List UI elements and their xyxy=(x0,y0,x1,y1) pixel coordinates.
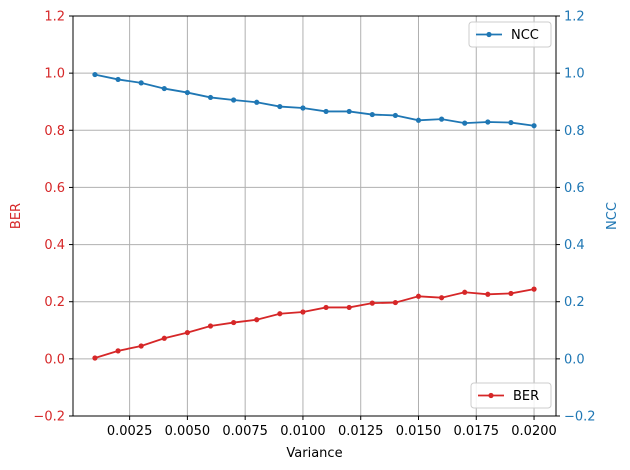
x-tick-label: 0.0050 xyxy=(165,424,211,439)
ncc-data-point xyxy=(138,80,144,86)
x-axis-label: Variance xyxy=(286,446,342,461)
right-y-tick-label: −0.2 xyxy=(564,410,596,425)
left-y-tick-label: −0.2 xyxy=(33,410,65,425)
right-y-tick-label: 0.6 xyxy=(564,181,585,196)
ber-data-point xyxy=(115,348,121,354)
ber-data-point xyxy=(92,355,98,361)
ncc-series-line xyxy=(94,73,535,127)
ncc-data-point xyxy=(231,97,237,103)
right-y-tick-label: 0.2 xyxy=(564,295,585,310)
ncc-data-point xyxy=(439,116,445,122)
legend-ber-label: BER xyxy=(513,389,539,404)
left-y-tick-label: 0.0 xyxy=(44,352,65,367)
ber-data-point xyxy=(184,329,190,336)
ncc-data-point xyxy=(415,117,422,123)
ncc-data-point xyxy=(346,108,352,115)
ber-data-point xyxy=(300,309,306,315)
left-y-tick-label: 0.6 xyxy=(44,181,65,196)
axes: 0.0025 0.0050 0.0075 0.0100 0.0125 0.0150 0.01… xyxy=(33,10,595,440)
ber-data-point xyxy=(277,311,283,317)
right-y-tick-label: 1.2 xyxy=(564,10,585,25)
legend-ncc-box xyxy=(468,21,552,48)
ber-data-point xyxy=(207,323,214,329)
ber-data-point xyxy=(254,317,260,323)
x-tick-label: 0.0100 xyxy=(280,424,326,439)
legend-ber-box xyxy=(470,382,552,409)
ncc-data-point xyxy=(369,111,375,118)
legend-ncc-swatch-marker xyxy=(486,31,492,38)
legend-ber-swatch-marker xyxy=(488,392,494,399)
ncc-data-point xyxy=(462,120,468,126)
ncc-data-point xyxy=(115,76,121,83)
ber-data-point xyxy=(161,335,167,341)
ber-data-point xyxy=(323,304,329,311)
x-tick-label: 0.0200 xyxy=(511,424,557,439)
right-y-tick-label: 1.0 xyxy=(564,67,585,82)
right-y-tick-label: 0.8 xyxy=(564,124,585,139)
ber-series-line xyxy=(94,288,535,359)
ber-data-point xyxy=(508,290,514,297)
right-y-tick-label: 0.0 xyxy=(564,352,585,367)
left-y-tick-label: 1.0 xyxy=(44,67,65,82)
right-y-tick-label: 0.4 xyxy=(564,238,585,253)
ber-data-point xyxy=(462,289,468,295)
ncc-data-point xyxy=(392,112,398,119)
ber-data-point xyxy=(531,286,537,292)
ncc-data-point xyxy=(161,85,167,92)
left-y-tick-label: 0.4 xyxy=(44,238,65,253)
ber-data-point xyxy=(415,293,422,299)
plot-frame xyxy=(72,15,557,417)
ber-data-point xyxy=(439,295,445,301)
ncc-data-point xyxy=(277,103,283,110)
ber-data-point xyxy=(346,304,352,311)
ncc-data-point xyxy=(323,108,329,115)
ncc-data-point xyxy=(300,105,306,111)
right-y-axis-label: NCC xyxy=(605,202,620,230)
ber-data-point xyxy=(369,300,375,306)
ncc-data-point xyxy=(207,94,214,101)
ncc-data-point xyxy=(531,123,537,129)
ber-data-point xyxy=(138,343,144,349)
ncc-data-point xyxy=(508,119,514,126)
x-tick-label: 0.0175 xyxy=(454,424,500,439)
x-tick-label: 0.0150 xyxy=(396,424,442,439)
legend-ber: BER xyxy=(470,382,552,409)
left-y-tick-label: 0.8 xyxy=(44,124,65,139)
legend-ncc-label: NCC xyxy=(511,28,539,43)
ncc-data-point xyxy=(485,119,491,125)
series-layer xyxy=(92,71,537,361)
ncc-data-point xyxy=(254,99,260,105)
ber-data-point xyxy=(392,299,398,306)
ber-data-point xyxy=(231,319,237,326)
x-tick-label: 0.0075 xyxy=(222,424,268,439)
x-tick-label: 0.0125 xyxy=(338,424,384,439)
left-y-tick-label: 1.2 xyxy=(44,10,65,25)
legend-ncc: NCC xyxy=(468,21,552,48)
ncc-data-point xyxy=(92,71,98,78)
ber-data-point xyxy=(485,291,491,297)
ncc-data-point xyxy=(184,89,190,96)
x-tick-label: 0.0025 xyxy=(107,424,153,439)
left-y-axis-label: BER xyxy=(9,203,24,229)
left-y-tick-label: 0.2 xyxy=(44,295,65,310)
